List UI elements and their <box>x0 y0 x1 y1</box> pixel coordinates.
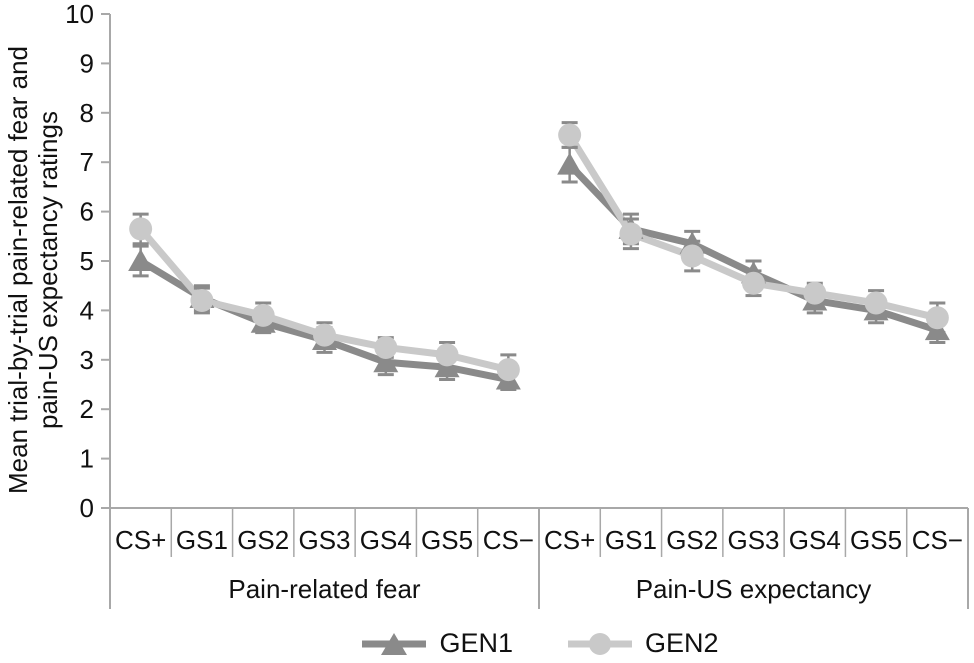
y-tick-label: 4 <box>80 295 94 325</box>
y-tick-label: 9 <box>80 48 94 78</box>
marker-gen1-triangle <box>557 152 583 175</box>
marker-gen2-circle <box>251 303 275 327</box>
marker-gen2-circle <box>619 222 643 246</box>
y-tick-label: 6 <box>80 197 94 227</box>
legend-swatch-gen1 <box>362 632 427 655</box>
category-label: GS5 <box>421 525 473 555</box>
category-label: GS3 <box>298 525 350 555</box>
marker-gen2-circle <box>925 306 949 330</box>
marker-gen2-circle <box>803 281 827 305</box>
marker-gen2-circle <box>129 217 153 241</box>
category-label: CS− <box>483 525 534 555</box>
legend-item-gen2: GEN2 <box>565 628 719 659</box>
panel-label: Pain-related fear <box>228 574 421 604</box>
legend: GEN1 GEN2 <box>110 628 968 659</box>
marker-gen2-circle <box>313 323 336 347</box>
category-label: GS1 <box>605 525 657 555</box>
category-label: CS+ <box>115 525 166 555</box>
marker-gen2-circle <box>374 335 398 359</box>
y-axis-label: Mean trial-by-trial pain-related fear an… <box>3 10 63 530</box>
y-tick-label: 1 <box>80 444 94 474</box>
y-tick-label: 3 <box>80 345 94 375</box>
marker-gen2-circle <box>190 289 214 313</box>
category-label: GS2 <box>666 525 718 555</box>
marker-gen2-circle <box>496 358 520 382</box>
y-axis-label-line1: Mean trial-by-trial pain-related fear an… <box>3 46 33 494</box>
legend-label-gen2: GEN2 <box>645 628 719 658</box>
y-tick-label: 7 <box>80 147 94 177</box>
marker-gen2-circle <box>864 291 888 315</box>
category-label: CS− <box>912 525 963 555</box>
y-tick-label: 10 <box>65 0 94 29</box>
panel-pain-us-expectancy: CS+ GS1 GS2 GS3 GS4 GS5 CS− Pain-US expectancy <box>538 121 963 609</box>
category-label: GS3 <box>727 525 779 555</box>
gen2-circle-icon <box>589 632 611 655</box>
marker-gen1-triangle <box>373 350 399 373</box>
panel-pain-related-fear: CS+ GS1 GS2 GS3 GS4 GS5 CS− Pain-related fear <box>115 212 534 604</box>
marker-gen1-triangle <box>128 249 154 271</box>
marker-gen2-circle <box>558 123 582 147</box>
gen1-triangle-icon <box>381 632 408 655</box>
marker-gen2-circle <box>435 343 459 367</box>
legend-swatch-gen2 <box>568 632 632 655</box>
y-tick-label: 0 <box>80 493 94 523</box>
category-label: GS2 <box>237 525 289 555</box>
y-axis-label-line2: pain-US expectancy ratings <box>33 111 63 429</box>
legend-item-gen1: GEN1 <box>359 628 513 659</box>
y-tick-label: 5 <box>80 246 94 276</box>
category-label: GS4 <box>789 525 841 555</box>
category-label: GS1 <box>176 525 228 555</box>
panel-label: Pain-US expectancy <box>636 574 872 604</box>
y-tick-label: 8 <box>80 98 94 128</box>
legend-label-gen1: GEN1 <box>439 628 513 658</box>
y-tick-label: 2 <box>80 394 94 424</box>
category-label: CS+ <box>544 525 595 555</box>
category-label: GS5 <box>850 525 902 555</box>
category-label: GS4 <box>360 525 412 555</box>
marker-gen2-circle <box>742 271 765 295</box>
marker-gen2-circle <box>680 244 704 268</box>
